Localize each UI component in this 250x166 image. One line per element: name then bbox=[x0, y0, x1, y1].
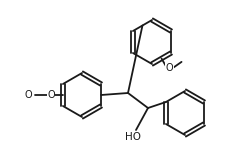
Text: O: O bbox=[165, 63, 173, 73]
Text: O: O bbox=[24, 90, 32, 100]
Text: O: O bbox=[47, 90, 54, 100]
Text: HO: HO bbox=[124, 132, 140, 142]
